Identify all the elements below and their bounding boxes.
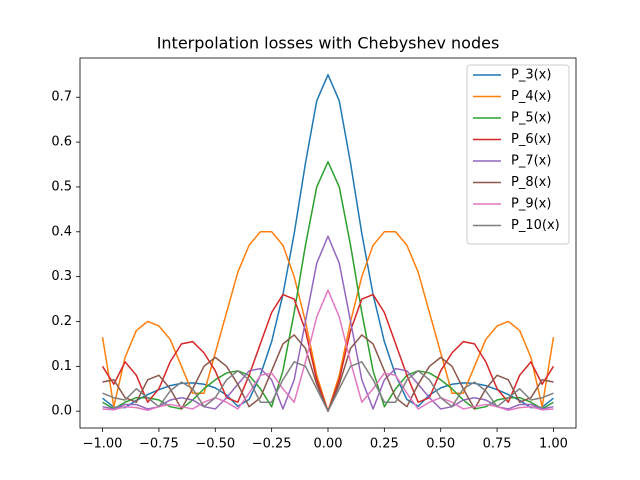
y-tick-label: 0.4	[51, 224, 72, 239]
y-tick-label: 0.3	[51, 269, 72, 284]
legend-label: P_4(x)	[511, 89, 551, 104]
y-tick-label: 0.7	[51, 90, 72, 105]
legend: P_3(x) P_4(x) P_5(x) P_6(x) P_7(x) P_8(x) P_9(…	[466, 64, 570, 245]
legend-label: P_6(x)	[511, 132, 551, 147]
x-tick-label: −0.50	[195, 437, 235, 452]
legend-label: P_10(x)	[511, 218, 560, 233]
x-tick-label: −0.25	[252, 437, 292, 452]
x-tick-label: 0.25	[370, 437, 399, 452]
y-tick-label: 0.6	[51, 135, 72, 150]
x-tick-label: 1.00	[539, 437, 568, 452]
legend-label: P_5(x)	[511, 111, 551, 126]
x-tick-label: −1.00	[83, 437, 123, 452]
y-tick-label: 0.2	[51, 314, 72, 329]
legend-label: P_9(x)	[511, 197, 551, 212]
legend-label: P_8(x)	[511, 175, 551, 190]
series-line	[102, 161, 554, 410]
series-line	[102, 235, 554, 410]
series-line	[102, 361, 554, 412]
y-tick-label: 0.0	[51, 404, 72, 419]
y-tick-label: 0.5	[51, 179, 72, 194]
legend-box	[466, 64, 570, 245]
legend-label: P_3(x)	[511, 68, 551, 83]
x-tick-label: −0.75	[139, 437, 179, 452]
series-line	[102, 289, 554, 412]
x-tick-label: 0.00	[314, 437, 343, 452]
x-tick-label: 0.75	[483, 437, 512, 452]
legend-label: P_7(x)	[511, 154, 551, 169]
x-tick-label: 0.50	[426, 437, 455, 452]
y-tick-label: 0.1	[51, 359, 72, 374]
plot-frame	[79, 57, 577, 429]
chart-title: Interpolation losses with Chebyshev node…	[157, 34, 500, 53]
